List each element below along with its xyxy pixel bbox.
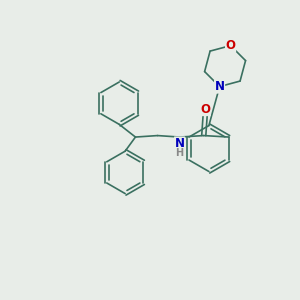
Text: N: N bbox=[175, 137, 184, 150]
Text: O: O bbox=[226, 39, 236, 52]
Text: N: N bbox=[214, 80, 225, 93]
Text: O: O bbox=[200, 103, 210, 116]
Text: H: H bbox=[176, 148, 184, 158]
